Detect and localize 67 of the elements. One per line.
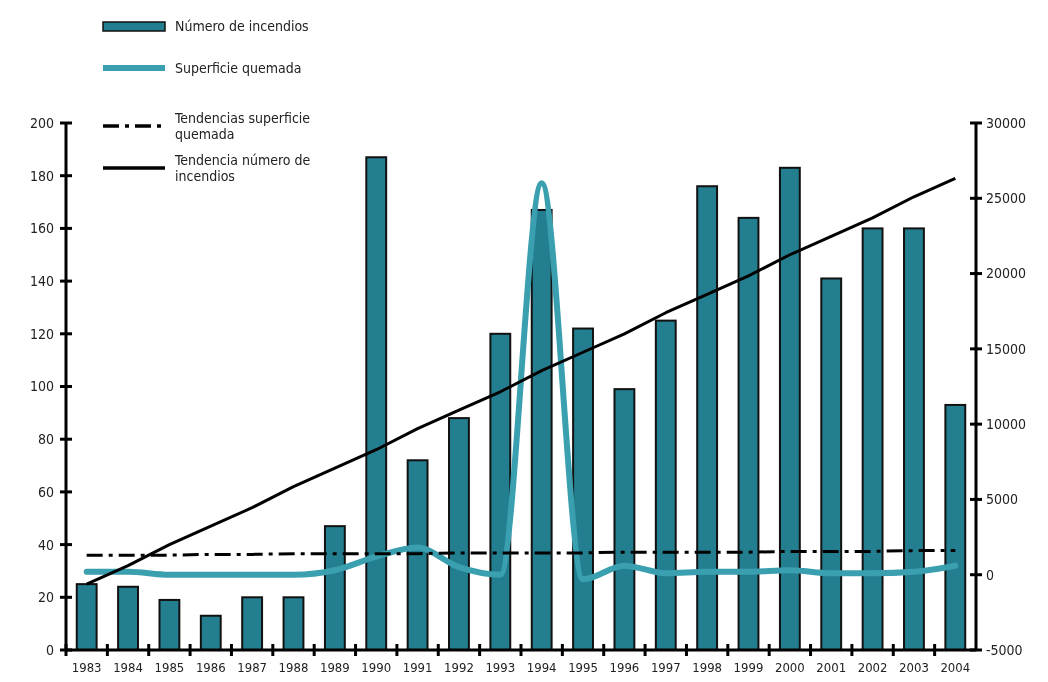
bar: [199, 614, 222, 651]
x-tick-label: 2000: [774, 660, 805, 675]
x-tick-label: 1983: [71, 660, 102, 675]
bar: [778, 166, 801, 651]
y-tick-label: 120: [29, 325, 54, 342]
bar: [572, 327, 594, 651]
y-tick-label: 100: [29, 378, 54, 395]
bar: [530, 208, 553, 651]
y-tick-label: 160: [29, 220, 54, 237]
y2-tick-label: 10000: [986, 416, 1027, 433]
y-tick-label: 80: [37, 431, 54, 448]
legend-label: Número de incendios: [175, 17, 309, 34]
bar: [613, 388, 636, 651]
y2-tick-label: 25000: [986, 190, 1027, 207]
bar: [861, 227, 884, 651]
legend-label: Tendencia número de incendios: [174, 151, 311, 184]
y-tick-label: 20: [37, 589, 54, 606]
bar: [696, 185, 719, 651]
legend-label: Tendencias superficie quemada: [174, 109, 311, 142]
x-tick-label: 2003: [899, 660, 929, 675]
bar: [282, 596, 305, 651]
bar: [489, 332, 512, 651]
x-tick-label: 1997: [650, 660, 681, 675]
x-tick-label: 2001: [816, 660, 847, 675]
y2-tick-label: 0: [986, 566, 995, 583]
bar: [654, 319, 677, 651]
y-tick-label: 60: [37, 483, 54, 500]
y2-tick-label: 30000: [986, 114, 1027, 131]
y2-tick-label: 5000: [986, 491, 1019, 508]
y-tick-label: 140: [29, 273, 54, 289]
bar: [365, 156, 388, 651]
bar: [241, 596, 264, 651]
x-tick-label: 1990: [361, 660, 392, 675]
x-tick-label: 1985: [154, 660, 185, 675]
y-tick-label: 0: [45, 641, 54, 658]
x-tick-label: 1989: [319, 660, 350, 675]
x-tick-label: 1987: [237, 660, 268, 675]
x-tick-label: 1993: [485, 660, 516, 675]
x-tick-label: 2002: [857, 660, 888, 675]
x-tick-label: 1984: [113, 660, 143, 675]
x-tick-label: 1988: [278, 660, 309, 675]
y-tick-label: 180: [29, 167, 54, 184]
x-tick-label: 1996: [609, 660, 640, 675]
bar: [158, 598, 181, 651]
x-tick-label: 1995: [568, 660, 598, 675]
bar: [944, 403, 967, 651]
y-tick-label: 200: [29, 114, 54, 131]
bar: [406, 459, 429, 651]
x-tick-label: 1994: [526, 660, 557, 675]
x-tick-label: 1992: [444, 660, 474, 675]
x-tick-label: 2004: [940, 660, 971, 675]
y2-tick-label: -5000: [986, 641, 1023, 658]
x-tick-label: 1991: [402, 660, 433, 675]
y2-tick-label: 20000: [986, 265, 1027, 282]
bar: [737, 216, 760, 651]
y-tick-label: 40: [37, 536, 54, 553]
bar: [448, 417, 470, 651]
bar: [820, 277, 843, 651]
legend-label: Superficie quemada: [175, 59, 302, 76]
y2-tick-label: 15000: [986, 340, 1027, 357]
x-tick-label: 1998: [692, 660, 723, 675]
bar: [323, 525, 346, 651]
bar: [75, 583, 98, 651]
x-tick-label: 1986: [195, 660, 226, 675]
bar: [903, 227, 925, 651]
x-tick-label: 1999: [733, 660, 764, 675]
bar: [117, 585, 139, 651]
